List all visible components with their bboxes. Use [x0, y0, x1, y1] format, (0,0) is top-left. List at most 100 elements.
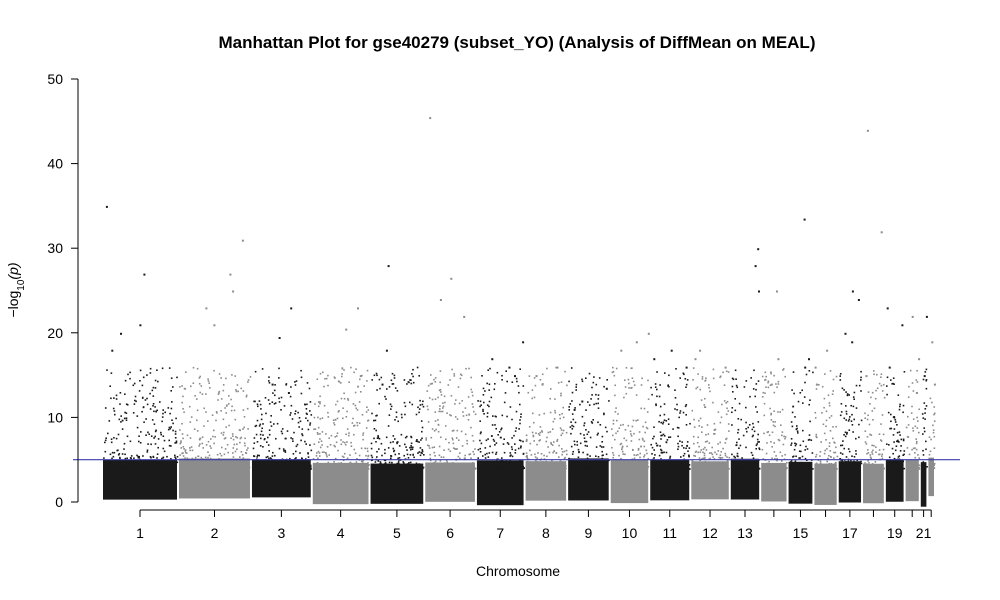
data-point [612, 468, 615, 470]
data-point [354, 391, 357, 394]
data-point [393, 450, 395, 453]
data-point [614, 438, 616, 441]
data-point [342, 417, 344, 420]
data-point [844, 431, 847, 434]
data-point [448, 441, 450, 444]
data-point [684, 468, 687, 470]
data-point [279, 465, 282, 468]
data-point [704, 380, 706, 382]
data-point [824, 373, 826, 375]
data-point [646, 452, 648, 455]
data-point [132, 384, 135, 387]
data-point [784, 436, 787, 438]
data-point [409, 454, 412, 456]
data-point [581, 465, 583, 468]
data-point [899, 467, 901, 469]
data-point [898, 441, 900, 443]
data-point [397, 464, 399, 467]
data-point [590, 421, 593, 423]
data-point [353, 433, 355, 436]
data-point [713, 433, 715, 435]
x-tick-label: 12 [702, 525, 718, 541]
data-point [819, 462, 822, 464]
data-point [539, 426, 542, 428]
data-point [769, 407, 771, 410]
data-point [855, 450, 857, 452]
data-point [611, 466, 613, 469]
data-point [540, 458, 543, 460]
data-point [176, 456, 179, 458]
data-point [686, 445, 688, 447]
data-point [516, 463, 518, 465]
data-point [706, 424, 709, 426]
data-point [829, 450, 832, 452]
data-point [903, 453, 905, 456]
data-point [456, 467, 458, 470]
data-point [131, 460, 134, 462]
data-point [845, 410, 848, 413]
data-point [770, 441, 772, 443]
data-point [529, 442, 532, 445]
data-point [161, 457, 163, 460]
data-point [238, 462, 240, 465]
data-point [522, 385, 525, 387]
data-point [491, 424, 494, 426]
data-point [853, 391, 856, 394]
data-point [664, 372, 666, 374]
data-point [346, 441, 348, 443]
data-point [184, 450, 187, 452]
data-point [444, 425, 447, 427]
data-point [480, 442, 483, 445]
data-point [706, 465, 709, 468]
peak-point [556, 366, 559, 369]
data-point [714, 428, 717, 431]
data-point [721, 457, 724, 459]
data-point [236, 443, 238, 445]
data-point [531, 431, 534, 434]
data-point [324, 465, 327, 468]
data-point [198, 467, 201, 470]
data-point [655, 404, 657, 407]
data-point [776, 459, 778, 462]
data-point [141, 410, 143, 413]
data-point [280, 430, 283, 433]
data-point [872, 463, 874, 466]
data-point [663, 467, 666, 470]
data-point [184, 457, 186, 459]
data-point [263, 465, 266, 467]
data-point [182, 455, 185, 457]
data-point [921, 463, 923, 466]
data-point [421, 452, 423, 455]
data-point [290, 468, 292, 470]
data-point [187, 460, 190, 463]
data-point [533, 421, 535, 424]
data-point [871, 444, 873, 447]
data-point [459, 377, 462, 380]
chromosome-4-dense-band [312, 462, 369, 505]
data-point [864, 468, 867, 470]
data-point [259, 423, 262, 426]
data-point [201, 393, 204, 395]
data-point [906, 463, 909, 465]
data-point [568, 409, 570, 411]
data-point [790, 444, 792, 446]
data-point [928, 468, 931, 470]
data-point [282, 468, 284, 470]
data-point [336, 400, 339, 403]
data-point [169, 427, 172, 430]
data-point [552, 451, 554, 454]
data-point [456, 448, 458, 450]
data-point [608, 400, 610, 402]
data-point [835, 461, 837, 464]
data-point [472, 440, 475, 442]
data-point [313, 443, 316, 445]
data-point [737, 468, 740, 470]
data-point [925, 448, 927, 451]
data-point [487, 438, 489, 440]
data-point [121, 419, 124, 422]
data-point [464, 433, 467, 436]
data-point [622, 462, 625, 465]
data-point [439, 388, 442, 391]
data-point [737, 431, 739, 434]
data-point [225, 412, 227, 414]
